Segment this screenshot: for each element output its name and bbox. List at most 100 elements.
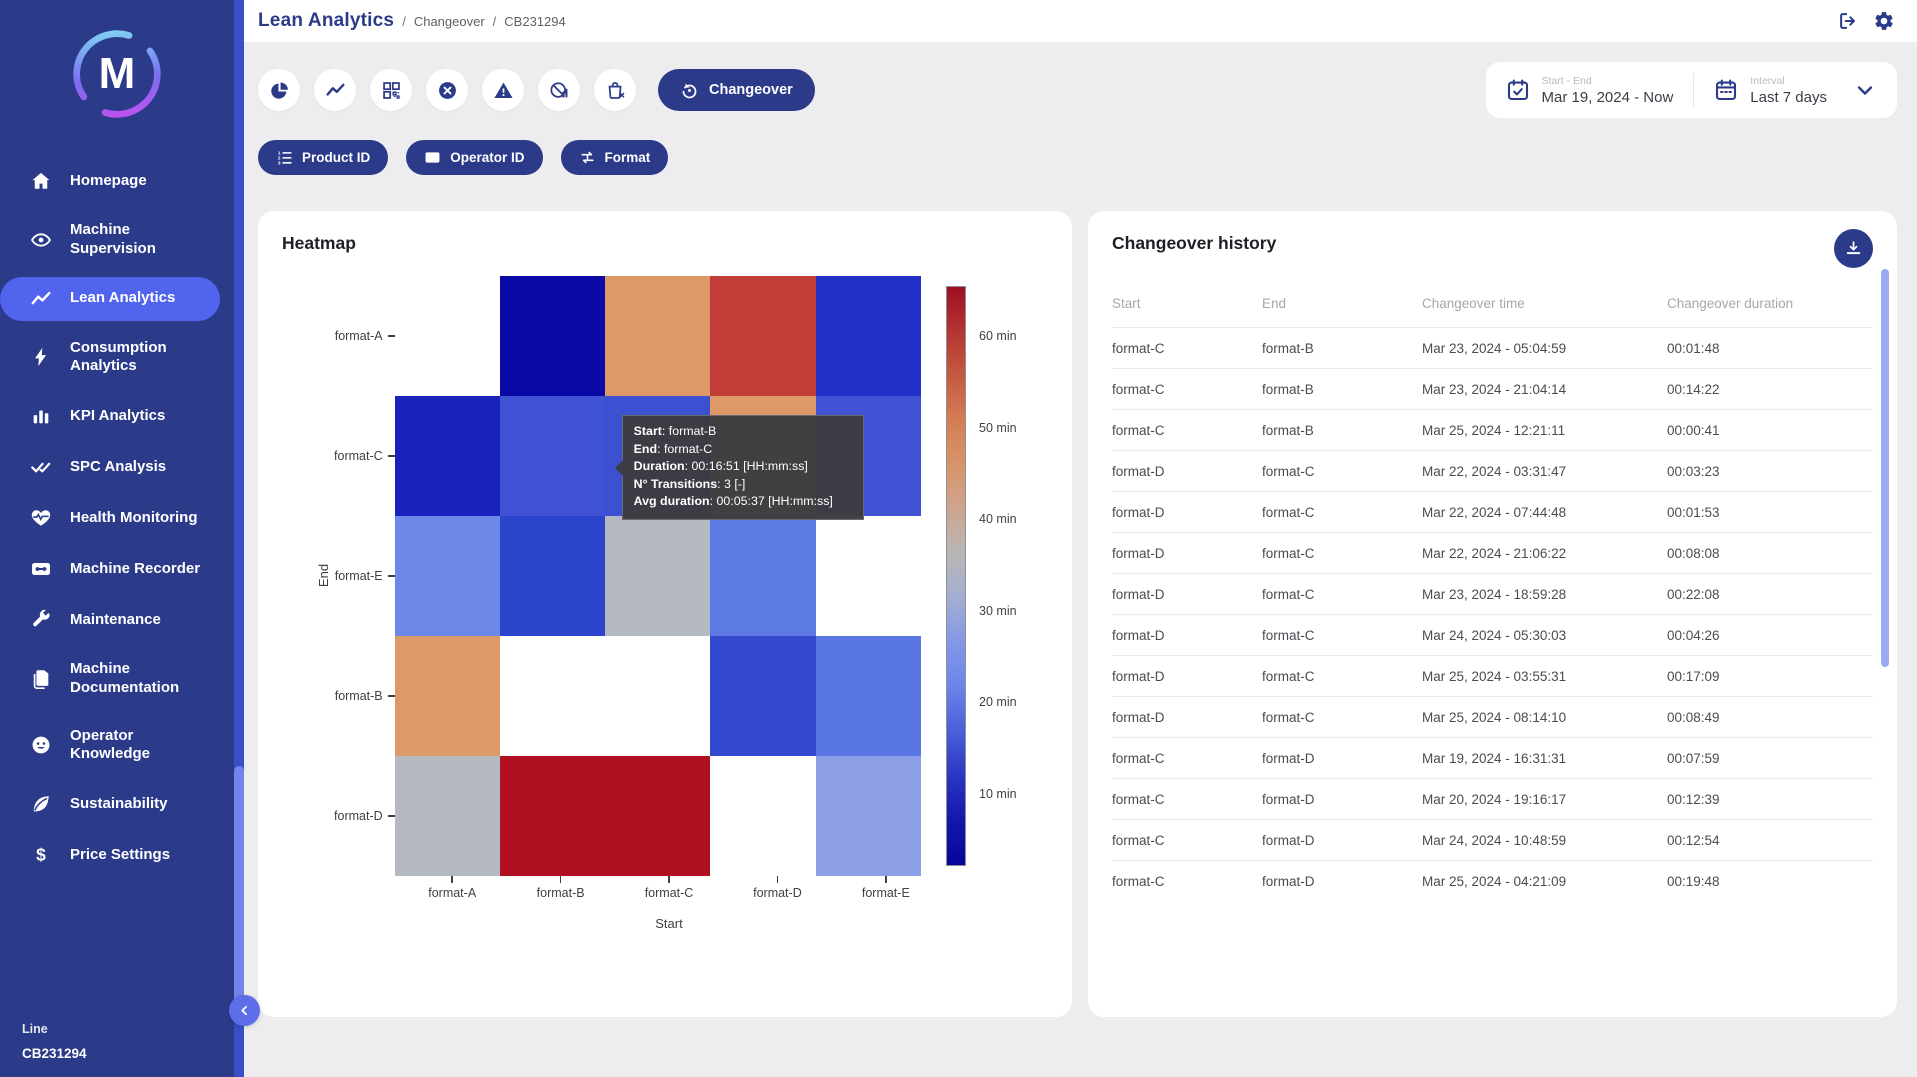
sidebar-item-maintenance[interactable]: Maintenance: [0, 598, 220, 642]
heatmap-cell[interactable]: [710, 516, 816, 636]
filter-product-id[interactable]: 1 2 3 Product ID: [258, 140, 389, 175]
heatmap-cell[interactable]: [710, 276, 816, 396]
table-row: format-C format-B Mar 25, 2024 - 12:21:11 0…: [1112, 409, 1873, 450]
heatmap-cell[interactable]: [499, 756, 606, 876]
sidebar-collapse-button[interactable]: [229, 995, 260, 1026]
cross-circle-view-button[interactable]: [426, 69, 468, 111]
filter-format[interactable]: Format: [560, 140, 669, 175]
sidebar-scrollbar-thumb[interactable]: [234, 766, 244, 1002]
table-row: format-D format-C Mar 24, 2024 - 05:30:03 0…: [1112, 614, 1873, 655]
filter-operator-id[interactable]: Operator ID: [406, 140, 543, 175]
heatmap-cell[interactable]: [394, 636, 500, 756]
sidebar-item-homepage[interactable]: Homepage: [0, 159, 220, 203]
download-button[interactable]: [1834, 229, 1873, 268]
table-cell: 00:01:53: [1667, 504, 1720, 520]
gear-icon[interactable]: [1873, 10, 1895, 32]
breadcrumb-item-changeover[interactable]: Changeover: [413, 13, 485, 29]
heatmap-cell[interactable]: [815, 636, 922, 756]
leaf-icon: [30, 793, 52, 815]
heatmap-cell[interactable]: [815, 276, 922, 396]
sidebar-item-label: KPI Analytics: [70, 406, 166, 424]
sidebar-item-spc-analysis[interactable]: SPC Analysis: [0, 445, 220, 489]
interval-picker[interactable]: Interval Last 7 days: [1714, 75, 1877, 106]
sidebar-scrollbar-track[interactable]: [234, 0, 244, 1077]
table-cell: format-C: [1262, 709, 1315, 725]
colorbar-tick-label: 10 min: [979, 786, 1017, 801]
heatmap-cell[interactable]: [499, 276, 606, 396]
logo-letter: M: [98, 49, 136, 98]
table-cell: format-C: [1112, 791, 1165, 807]
table-cell: Mar 25, 2024 - 03:55:31: [1422, 668, 1567, 684]
column-header-changeover-duration: Changeover duration: [1667, 296, 1794, 311]
table-cell: Mar 24, 2024 - 05:30:03: [1422, 627, 1567, 643]
trend-icon: [325, 80, 346, 101]
stats-disabled-view-button[interactable]: [538, 69, 580, 111]
chevron-down-icon: [1853, 78, 1877, 102]
table-cell: format-D: [1112, 627, 1165, 643]
sidebar-item-label: Consumption Analytics: [70, 338, 167, 375]
trend-view-button[interactable]: [314, 69, 356, 111]
bag-x-icon: [605, 80, 626, 101]
heatmap-cell[interactable]: [499, 396, 606, 516]
sidebar-item-lean-analytics[interactable]: Lean Analytics: [0, 276, 220, 321]
table-cell: format-B: [1262, 422, 1314, 438]
table-cell: format-D: [1262, 832, 1315, 848]
bag-x-view-button[interactable]: [594, 69, 636, 111]
heatmap-cell[interactable]: [710, 636, 816, 756]
qr-grid-view-button[interactable]: [370, 69, 412, 111]
date-range-picker[interactable]: Start - End Mar 19, 2024 - Now: [1506, 75, 1673, 106]
changeover-history-card: Changeover history Start End Changeover ti…: [1088, 211, 1897, 1017]
heatmap-card: Heatmap End format-A format-C format-E form…: [258, 211, 1072, 1017]
heatmap-cell[interactable]: [499, 516, 606, 636]
heatmap-cell[interactable]: [394, 516, 500, 636]
sidebar-item-kpi-analytics[interactable]: KPI Analytics: [0, 394, 220, 438]
sidebar-item-operator-knowledge[interactable]: Operator Knowledge: [0, 716, 220, 776]
logout-icon[interactable]: [1837, 10, 1859, 32]
table-cell: format-C: [1112, 873, 1165, 889]
heatmap-cell[interactable]: [394, 756, 500, 876]
table-cell: format-D: [1262, 873, 1315, 889]
sidebar-item-machine-supervision[interactable]: Machine Supervision: [0, 210, 220, 270]
table-header: Start End Changeover time Changeover durati…: [1112, 286, 1873, 327]
divider: [1693, 73, 1695, 107]
table-cell: format-C: [1262, 627, 1315, 643]
warning-view-button[interactable]: [482, 69, 524, 111]
table-cell: 00:08:08: [1667, 545, 1720, 561]
tooltip-line: End: format-C: [633, 441, 713, 456]
sidebar-item-price-settings[interactable]: $ Price Settings: [0, 833, 220, 877]
heatmap-tooltip: Start: format-B End: format-C Duration: 00…: [614, 415, 864, 521]
heatmap-cell[interactable]: [605, 756, 711, 876]
sidebar-item-label: SPC Analysis: [70, 457, 167, 475]
heatmap-cell[interactable]: [394, 396, 500, 516]
svg-text:$: $: [36, 845, 46, 865]
table-row: format-D format-C Mar 25, 2024 - 08:14:10 0…: [1112, 696, 1873, 737]
line-value: CB231294: [22, 1046, 87, 1061]
heatmap-cell[interactable]: [605, 636, 711, 756]
sidebar-item-sustainability[interactable]: Sustainability: [0, 782, 220, 826]
sidebar-item-machine-recorder[interactable]: Machine Recorder: [0, 547, 220, 591]
table-cell: format-C: [1112, 832, 1165, 848]
table-cell: 00:04:26: [1667, 627, 1720, 643]
heatmap-cell[interactable]: [815, 756, 922, 876]
heatmap-cell[interactable]: [605, 276, 711, 396]
sidebar-item-consumption-analytics[interactable]: Consumption Analytics: [0, 328, 220, 388]
breadcrumb-item-machine[interactable]: CB231294: [504, 13, 566, 29]
changeover-view-button[interactable]: Changeover: [658, 69, 815, 111]
heatmap-cell[interactable]: [815, 516, 922, 636]
sidebar-item-health-monitoring[interactable]: Health Monitoring: [0, 496, 220, 540]
line-label: Line: [22, 1022, 48, 1036]
heatmap-cell[interactable]: [394, 276, 500, 396]
tooltip-line: N° Transitions: 3 [-]: [633, 476, 746, 491]
table-cell: format-D: [1112, 463, 1165, 479]
pie-chart-view-button[interactable]: [258, 69, 300, 111]
wrench-icon: [30, 609, 52, 631]
heatmap-cell[interactable]: [605, 516, 711, 636]
sidebar-item-machine-documentation[interactable]: Machine Documentation: [0, 649, 220, 709]
table-scrollbar-thumb[interactable]: [1881, 269, 1889, 667]
table-row: format-C format-D Mar 19, 2024 - 16:31:31 0…: [1112, 737, 1873, 778]
heatmap-cell[interactable]: [710, 756, 816, 876]
table-cell: format-C: [1112, 750, 1165, 766]
heatmap-cell[interactable]: [499, 636, 606, 756]
heatmap-x-tick-label: format-A: [428, 886, 477, 900]
